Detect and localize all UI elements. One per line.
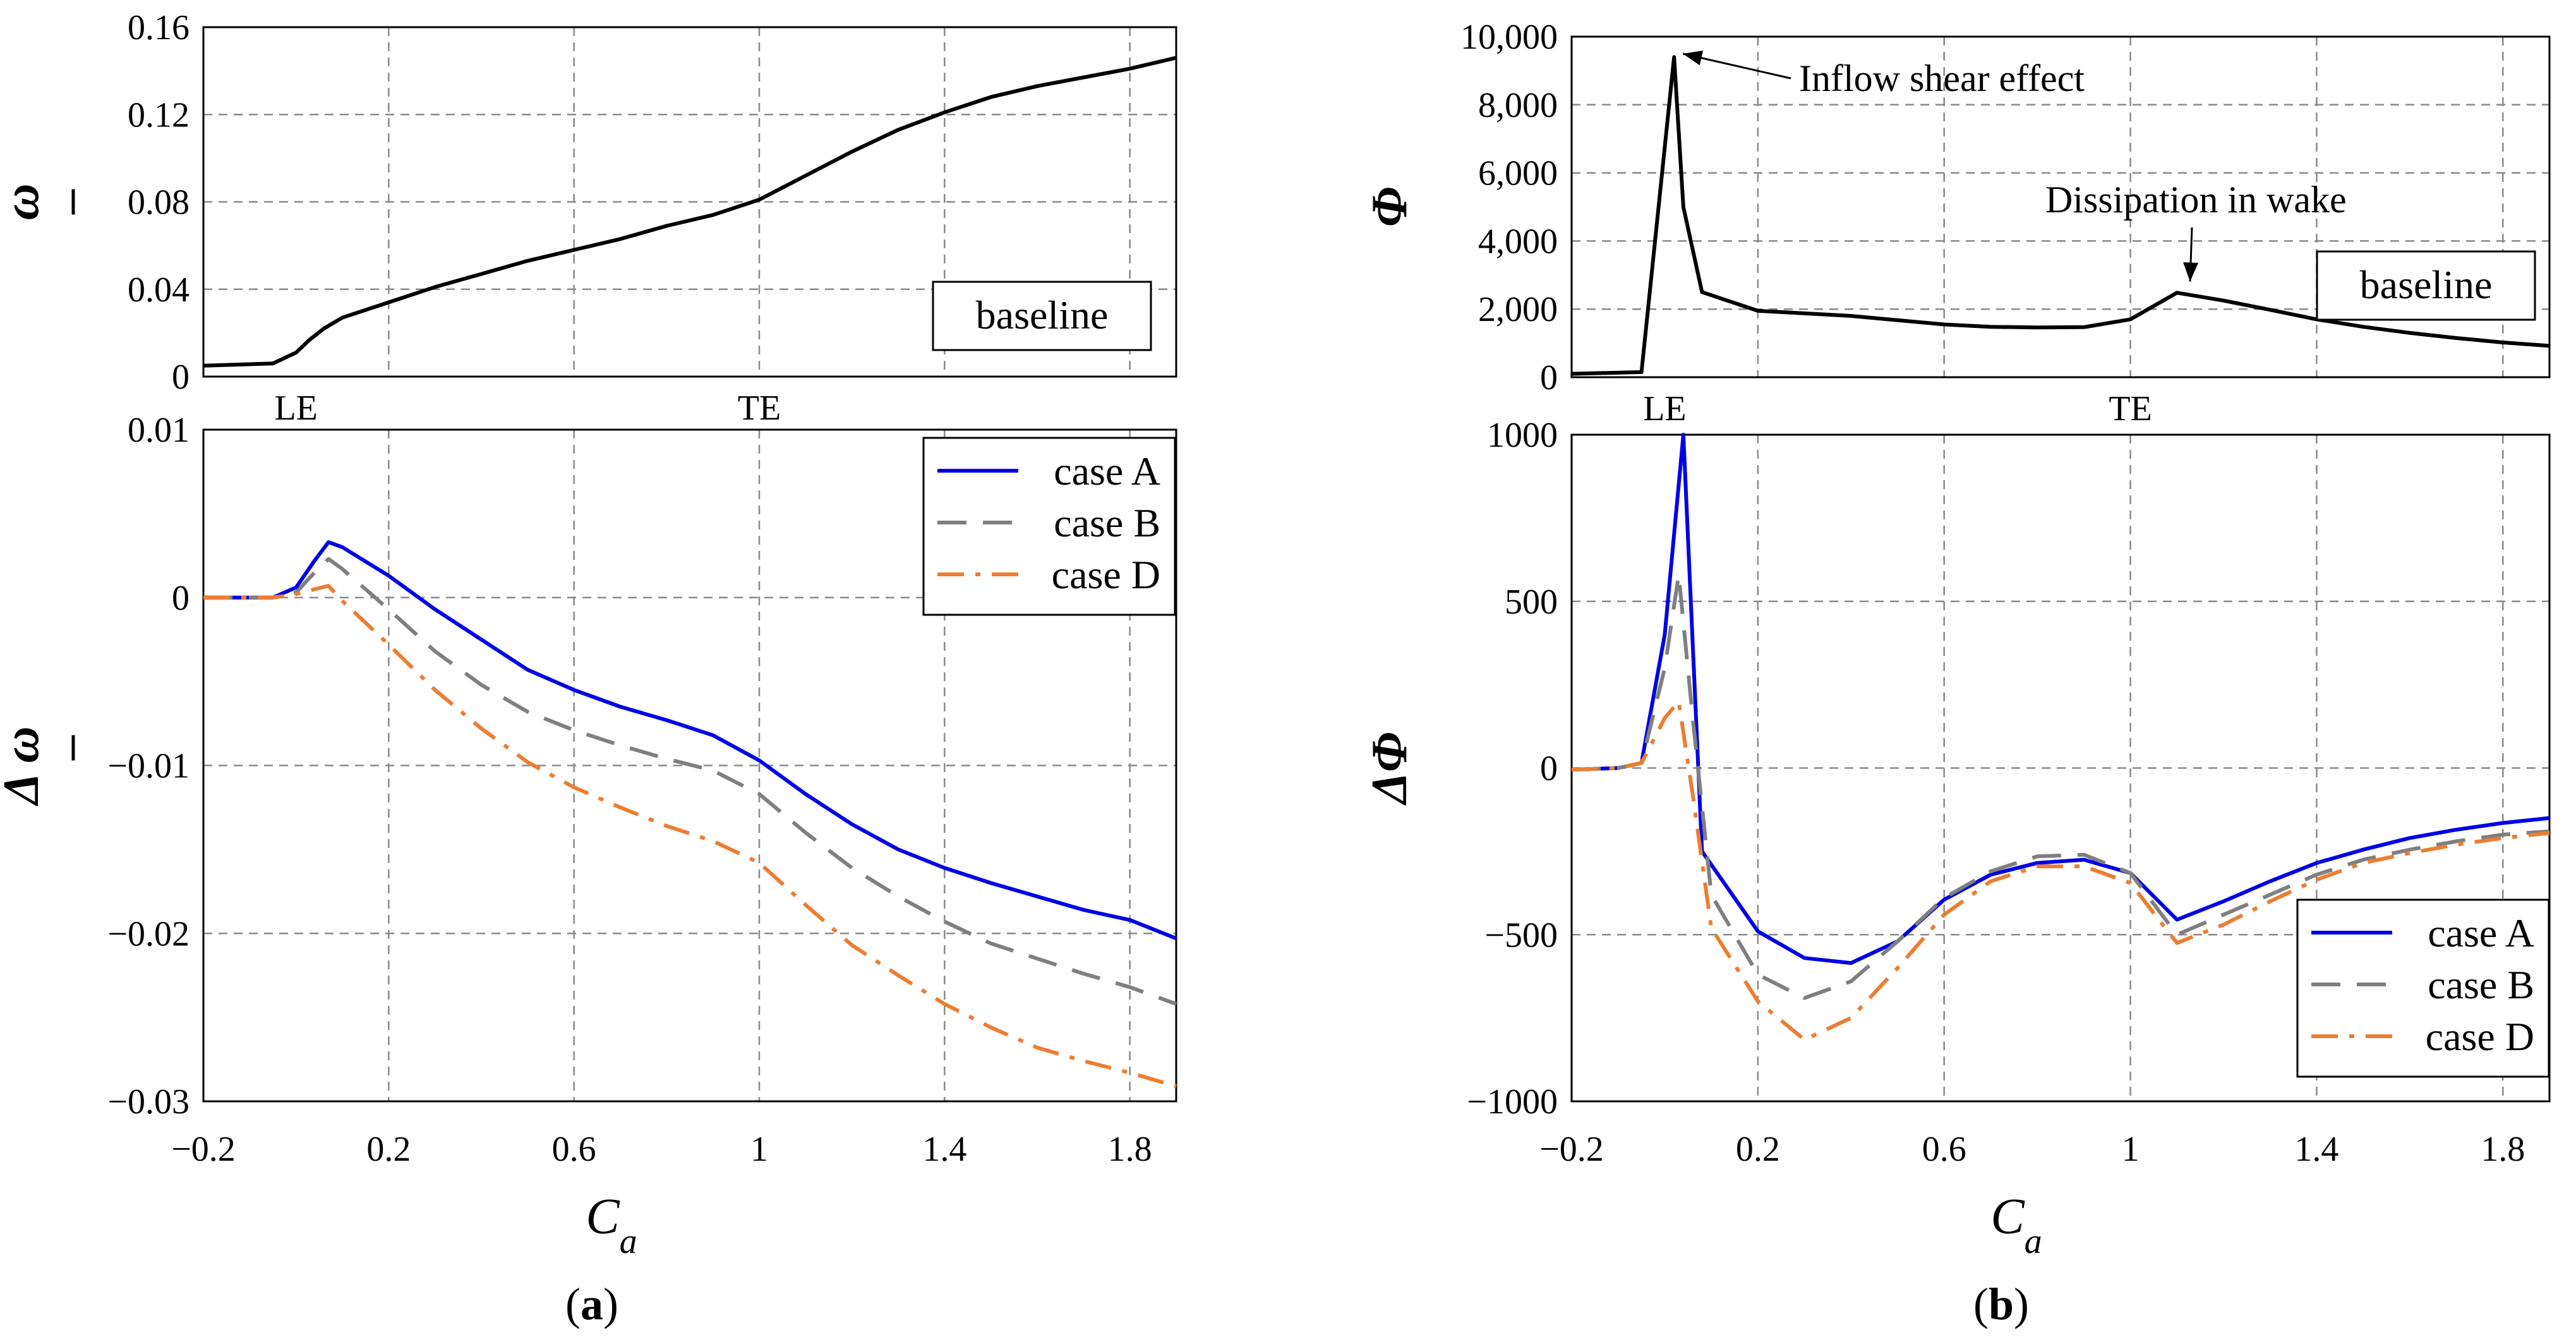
y-axis-title: ΔΦ [1362, 732, 1417, 806]
x-tick-label: 0.6 [1922, 1130, 1966, 1169]
x-tick-label: 1.4 [2294, 1130, 2338, 1169]
annotation-arrow-head [1683, 51, 1704, 66]
y-tick-label: 0 [172, 358, 190, 397]
y-tick-label: −1000 [1467, 1082, 1558, 1122]
y-tick-label: 0.08 [128, 183, 190, 222]
marker-label-le: LE [1643, 389, 1686, 428]
series-line-baseline [1571, 55, 2550, 376]
y-tick-label: 0 [172, 579, 190, 618]
y-tick-label: 4,000 [1478, 222, 1558, 261]
x-tick-label: −0.2 [1539, 1130, 1604, 1169]
caption-a: (a) [565, 1279, 618, 1329]
series-line-case-a [1571, 433, 2550, 965]
x-tick-label: 1.8 [2481, 1130, 2525, 1169]
annotation-arrow-head [2183, 262, 2199, 282]
y-tick-label: 0 [1540, 749, 1558, 789]
caption-a-open: ( [565, 1279, 581, 1329]
x-tick-label: 1 [750, 1130, 768, 1169]
x-tick-label: 0.6 [552, 1130, 596, 1169]
legend-label-case-d: case D [1052, 552, 1160, 597]
legend-label-case-a: case A [2428, 910, 2534, 955]
legend-box [922, 437, 1176, 616]
panel-a-bottom-delta-omega: −0.03 −0.02 −0.01 0 0.01 −0.2 0.2 0.6 1 1.4 1.8 cas… [0, 411, 1177, 1169]
caption-a-close: ) [603, 1279, 618, 1329]
caption-b-letter: b [1989, 1279, 2014, 1329]
caption-a-letter: a [581, 1279, 603, 1329]
legend-label-case-d: case D [2426, 1014, 2534, 1059]
legend-label-case-b: case B [1054, 500, 1160, 545]
series-line-case-d [1571, 699, 2550, 1042]
x-tick-label: 1 [2122, 1130, 2140, 1169]
x-tick-label: 1.4 [922, 1130, 966, 1169]
y-tick-label: 0.04 [128, 270, 190, 310]
y-tick-label: 10,000 [1460, 18, 1558, 57]
y-axis-title: ω [0, 184, 49, 221]
series-line-case-a [203, 540, 1177, 940]
x-tick-label: 0.2 [366, 1130, 411, 1169]
y-tick-label: 500 [1505, 583, 1558, 622]
series-line-case-b [1571, 572, 2550, 1000]
caption-b-close: ) [2014, 1279, 2029, 1329]
panel-a-top-baseline-omega: 0 0.04 0.08 0.12 0.16 LE TE baseline ω [0, 8, 1177, 428]
x-axis-title-b-sub: a [2025, 1222, 2042, 1261]
x-tick-label: −0.2 [171, 1130, 236, 1169]
x-tick-label: 1.8 [1108, 1130, 1152, 1169]
annotation-label: Dissipation in wake [2045, 179, 2347, 221]
caption-b: (b) [1973, 1279, 2029, 1329]
y-tick-label: 1000 [1487, 416, 1558, 455]
x-axis-title-b: Ca [1990, 1189, 2042, 1261]
y-axis-title: Φ [1362, 187, 1417, 227]
y-axis-title: Δ ω [0, 727, 49, 807]
series-line-baseline [203, 56, 1177, 368]
marker-label-le: LE [274, 389, 317, 428]
y-tick-label: 0.01 [128, 411, 190, 450]
panel-b-top-baseline-phi: 0 2,000 4,000 6,000 8,000 10,000 LE TE baseline I… [1362, 18, 2551, 428]
y-tick-label: −0.01 [107, 747, 190, 786]
caption-b-open: ( [1973, 1279, 1989, 1329]
y-tick-label: −500 [1484, 916, 1558, 955]
marker-label-te: TE [2109, 389, 2152, 428]
x-axis-title-a-main: C [586, 1189, 620, 1245]
legend-label-case-a: case A [1054, 449, 1160, 493]
legend-box [2296, 898, 2550, 1078]
legend-box [2316, 250, 2536, 321]
x-axis-title-b-main: C [1990, 1189, 2025, 1245]
series-line-case-b [203, 557, 1177, 1006]
y-tick-label: 0.12 [128, 95, 190, 135]
series-line-case-d [203, 584, 1177, 1088]
plot-frame [1570, 35, 2551, 378]
y-tick-label: 8,000 [1478, 86, 1558, 125]
x-axis-title-a-sub: a [620, 1222, 637, 1261]
plot-frame [202, 428, 1177, 1103]
x-tick-label: 0.2 [1736, 1130, 1780, 1169]
y-tick-label: −0.03 [107, 1082, 190, 1122]
y-tick-label: 2,000 [1478, 290, 1558, 329]
marker-label-te: TE [738, 389, 781, 428]
y-tick-label: 0.16 [128, 8, 190, 47]
legend-label-baseline: baseline [2360, 262, 2493, 307]
x-axis-title-a: Ca [586, 1189, 637, 1261]
plot-frame [202, 26, 1177, 378]
legend-label-case-b: case B [2428, 962, 2534, 1007]
panel-b-bottom-delta-phi: −1000 −500 0 500 1000 −0.2 0.2 0.6 1 1.4 1.8 case A… [1362, 416, 2551, 1169]
y-tick-label: 0 [1540, 358, 1558, 397]
y-tick-label: 6,000 [1478, 154, 1558, 193]
annotation-label: Inflow shear effect [1799, 57, 2085, 99]
legend-box [932, 281, 1152, 351]
y-tick-label: −0.02 [107, 914, 190, 953]
legend-label-baseline: baseline [976, 293, 1109, 337]
